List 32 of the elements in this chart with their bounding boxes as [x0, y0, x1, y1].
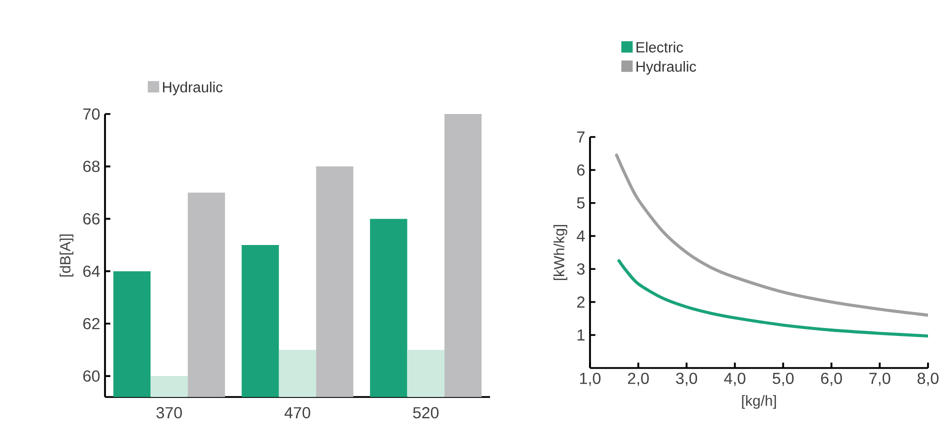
legend-label: Hydraulic: [163, 82, 223, 96]
x-tick-label: 6,0: [821, 372, 842, 386]
y-tick-label: 2: [577, 296, 584, 308]
legend-label: Hydraulic: [636, 61, 696, 75]
line-series: [617, 259, 928, 338]
x-tick-label: 2,0: [628, 372, 649, 386]
y-tick-label: 68: [83, 160, 100, 172]
y-axis-title: [dB[A]]: [60, 234, 74, 276]
y-tick-label: 64: [83, 266, 100, 277]
x-tick-label: 1,0: [580, 372, 601, 386]
x-tick-label: 470: [284, 407, 310, 418]
x-axis-title: [kg/h]: [742, 395, 776, 409]
y-tick-label: 5: [577, 197, 585, 209]
x-tick-label: 3,0: [676, 372, 698, 386]
x-tick-label: 5,0: [772, 372, 794, 386]
y-tick-label: 6: [577, 164, 585, 176]
y-tick-label: 3: [577, 263, 585, 275]
x-tick-label: 7,0: [869, 372, 890, 386]
x-tick-label: 4,0: [724, 372, 746, 386]
line-series: [615, 154, 928, 317]
x-tick-label: 370: [156, 407, 182, 418]
y-tick-label: 7: [577, 132, 584, 143]
y-tick-label: 62: [83, 318, 100, 330]
y-tick-label: 70: [83, 108, 100, 120]
x-tick-label: 8,0: [918, 372, 939, 386]
y-tick-label: 60: [83, 370, 100, 382]
legend-label: Electric: [636, 42, 684, 53]
y-tick-label: 1: [578, 330, 585, 341]
y-tick-label: 4: [576, 230, 585, 242]
y-tick-label: 66: [83, 213, 100, 224]
y-axis-title: [kWh/kg]: [554, 225, 568, 280]
x-tick-label: 520: [413, 407, 439, 418]
